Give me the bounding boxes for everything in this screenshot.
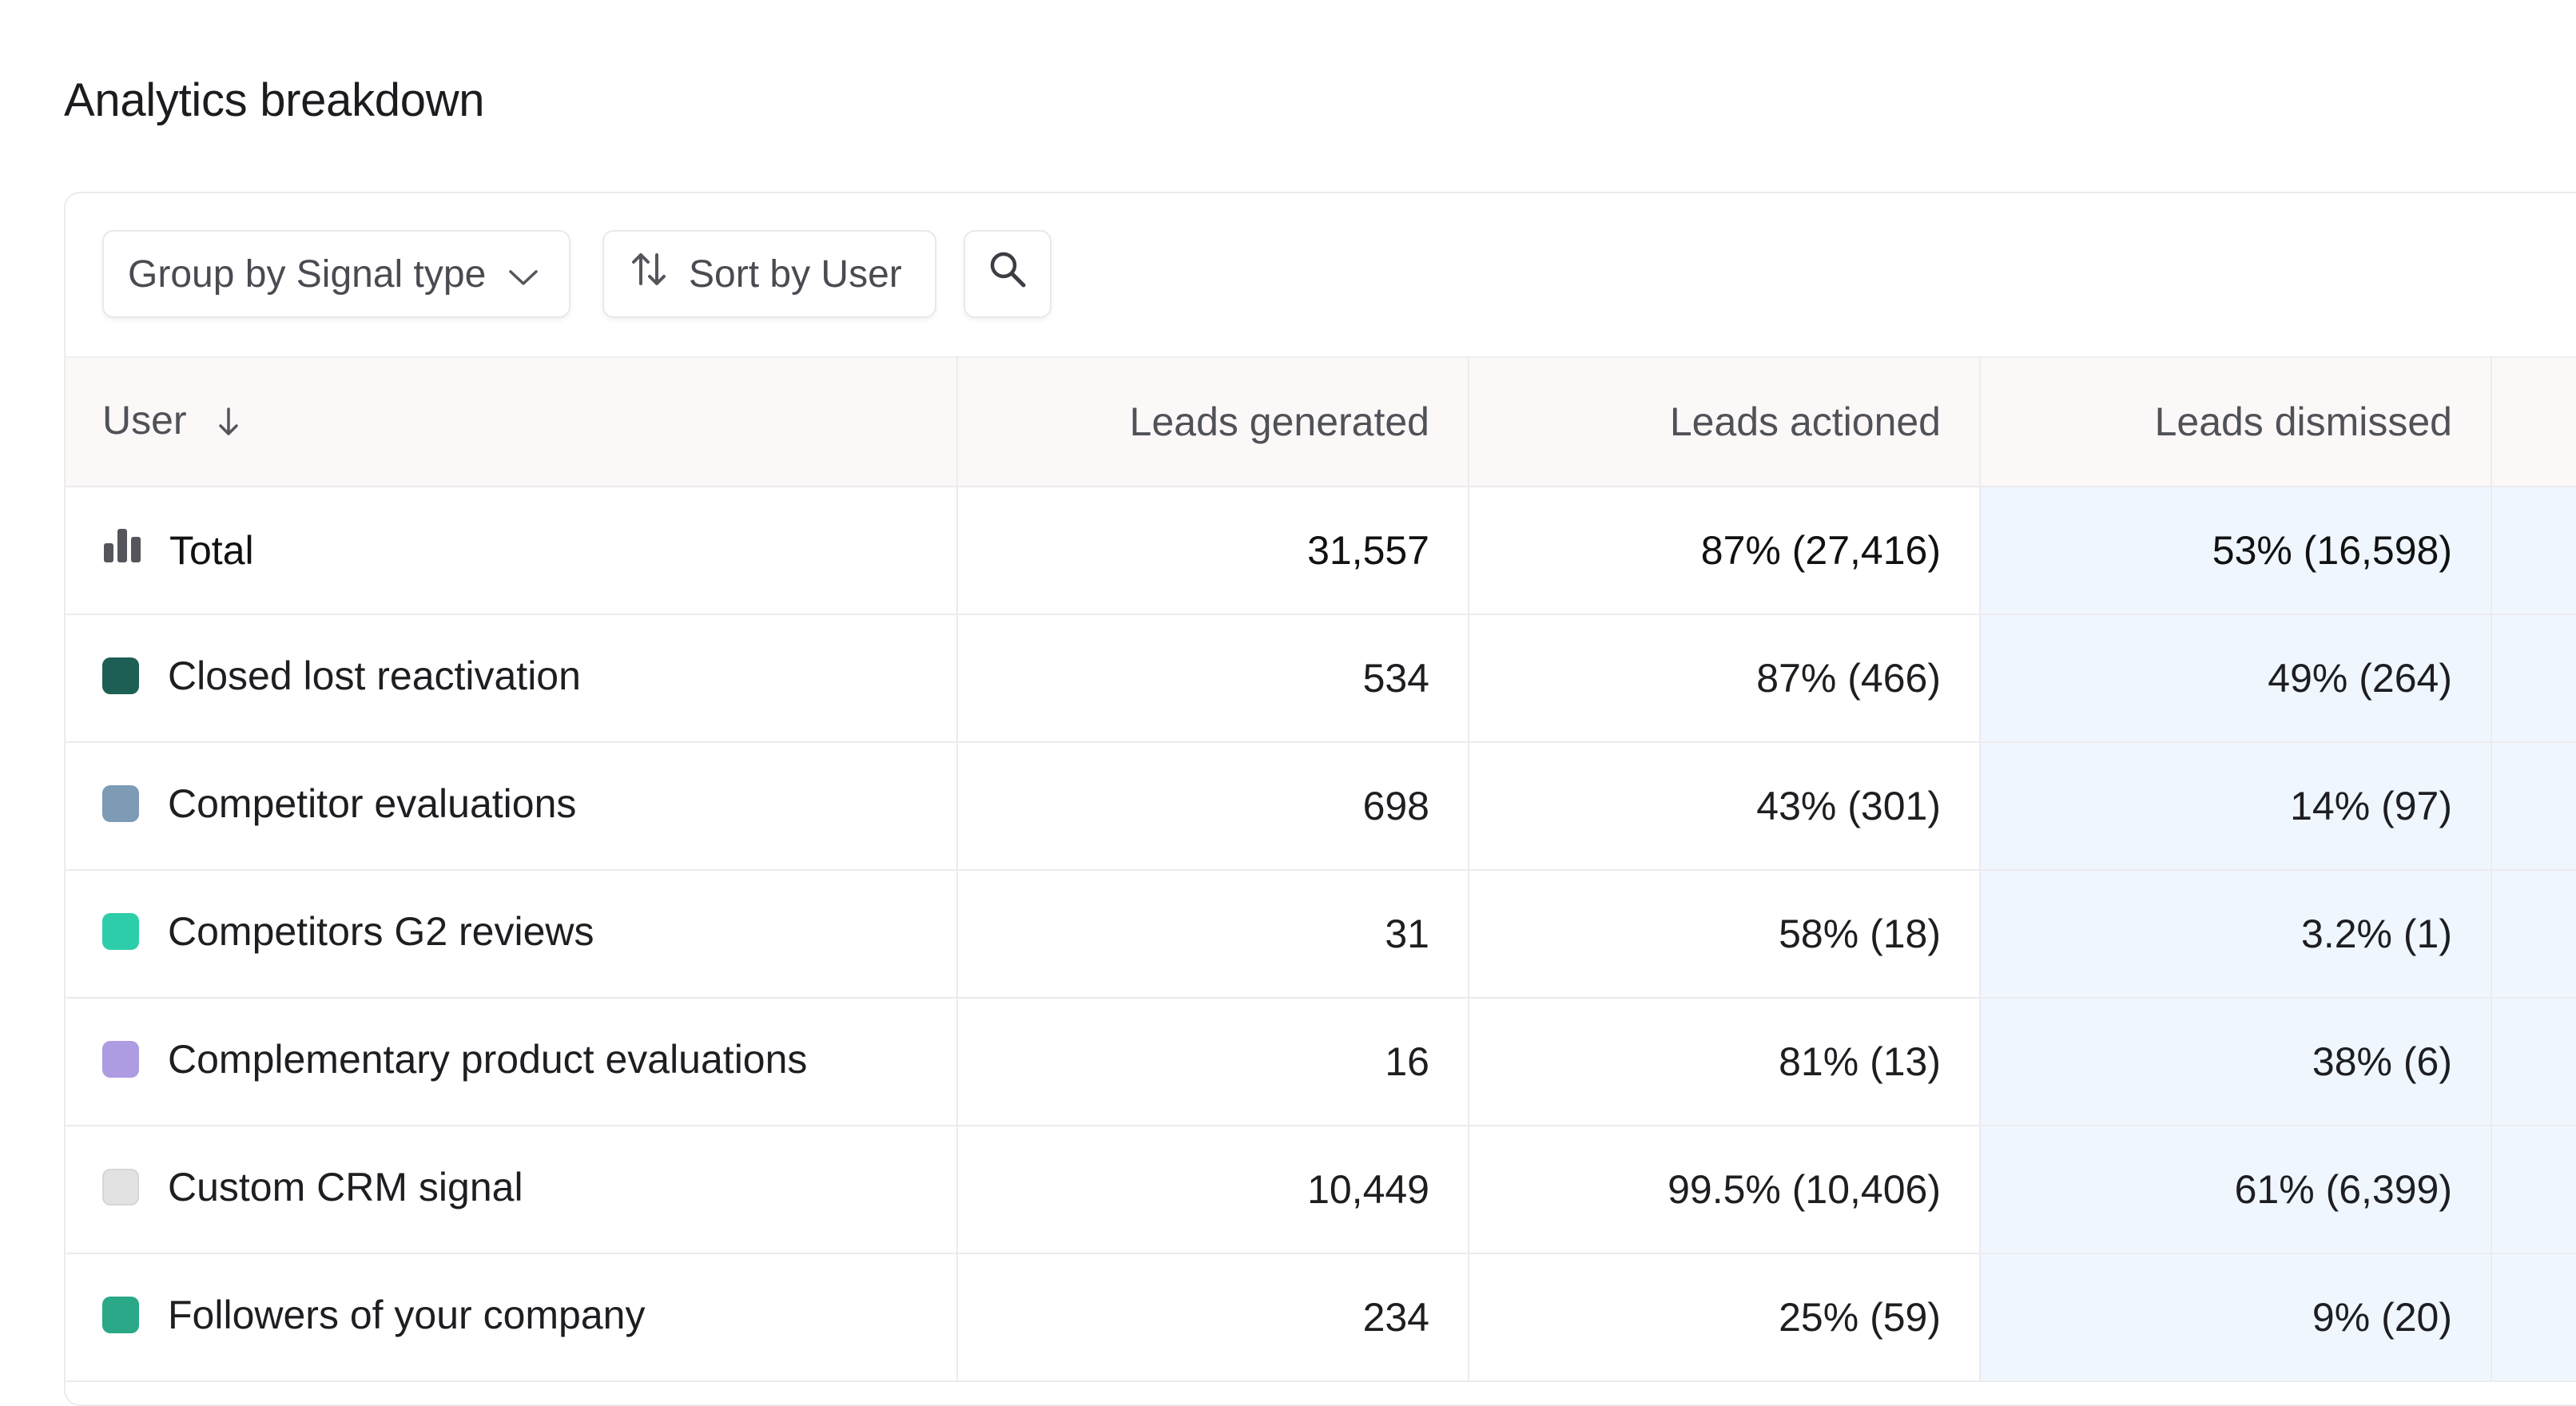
table-row[interactable]: Competitor evaluations 698 43% (301) 14% (9…: [66, 742, 2576, 871]
leads-generated-cell: 31: [957, 870, 1469, 999]
leads-generated-cell: 698: [957, 742, 1469, 871]
leads-dismissed-cell: 61% (6,399): [1980, 1126, 2492, 1254]
leads-actioned-cell: 81% (13): [1469, 998, 1981, 1126]
column-header-leads-generated[interactable]: Leads generated: [957, 356, 1469, 487]
table-row[interactable]: Complementary product evaluations 16 81% (…: [66, 998, 2576, 1126]
extra-cell: [2491, 998, 2576, 1126]
signal-type-label: Followers of your company: [168, 1293, 646, 1337]
total-leads-dismissed: 53% (16,598): [1980, 487, 2492, 615]
sort-by-label: Sort by User: [689, 252, 902, 296]
signal-type-label: Custom CRM signal: [168, 1165, 523, 1209]
leads-dismissed-cell: 14% (97): [1980, 742, 2492, 871]
extra-cell: [2491, 742, 2576, 871]
leads-generated-cell: 10,449: [957, 1126, 1469, 1254]
bar-chart-icon: [102, 527, 142, 574]
column-header-leads-actioned[interactable]: Leads actioned: [1469, 356, 1981, 487]
leads-generated-cell: 234: [957, 1253, 1469, 1382]
table-row[interactable]: Competitors G2 reviews 31 58% (18) 3.2% (1): [66, 870, 2576, 999]
leads-dismissed-cell: 9% (20): [1980, 1253, 2492, 1382]
signal-color-swatch: [102, 1169, 139, 1205]
signal-color-swatch: [102, 785, 139, 822]
signal-color-swatch: [102, 1041, 139, 1078]
leads-dismissed-cell: 3.2% (1): [1980, 870, 2492, 999]
toolbar: Group by Signal type Sort by User: [66, 193, 2576, 356]
leads-actioned-cell: 43% (301): [1469, 742, 1981, 871]
leads-dismissed-cell: 49% (264): [1980, 614, 2492, 743]
signal-color-swatch: [102, 913, 139, 950]
sort-arrows-icon: [631, 252, 666, 296]
total-leads-generated: 31,557: [957, 487, 1469, 615]
leads-generated-cell: 16: [957, 998, 1469, 1126]
table-row[interactable]: Custom CRM signal 10,449 99.5% (10,406) 61%…: [66, 1126, 2576, 1254]
total-row: Total 31,557 87% (27,416) 53% (16,598): [66, 487, 2576, 615]
signal-type-label: Competitors G2 reviews: [168, 909, 594, 954]
signal-type-label: Closed lost reactivation: [168, 653, 581, 698]
total-leads-actioned: 87% (27,416): [1469, 487, 1981, 615]
leads-actioned-cell: 99.5% (10,406): [1469, 1126, 1981, 1254]
leads-actioned-cell: 87% (466): [1469, 614, 1981, 743]
search-button[interactable]: [964, 230, 1051, 318]
column-header-user[interactable]: User: [66, 356, 958, 487]
analytics-panel: Group by Signal type Sort by User: [64, 192, 2576, 1406]
arrow-down-icon: [217, 400, 241, 447]
analytics-table: User Leads generated Leads actioned Lead…: [66, 356, 2576, 1382]
chevron-down-icon: [508, 252, 539, 296]
table-header-row: User Leads generated Leads actioned Lead…: [66, 356, 2576, 487]
page-title: Analytics breakdown: [64, 74, 485, 126]
search-icon: [987, 248, 1028, 300]
leads-actioned-cell: 58% (18): [1469, 870, 1981, 999]
table-row[interactable]: Followers of your company 234 25% (59) 9% (…: [66, 1253, 2576, 1382]
leads-generated-cell: 534: [957, 614, 1469, 743]
leads-dismissed-cell: 38% (6): [1980, 998, 2492, 1126]
signal-type-label: Competitor evaluations: [168, 781, 577, 826]
extra-cell: [2491, 1253, 2576, 1382]
column-header-leads-dismissed[interactable]: Leads dismissed: [1980, 356, 2492, 487]
extra-cell: [2491, 614, 2576, 743]
group-by-label: Group by Signal type: [128, 252, 487, 296]
table-row[interactable]: Closed lost reactivation 534 87% (466) 49% …: [66, 614, 2576, 743]
group-by-dropdown[interactable]: Group by Signal type: [102, 230, 570, 318]
total-label: Total: [169, 528, 254, 573]
signal-color-swatch: [102, 657, 139, 694]
total-extra-cell: [2491, 487, 2576, 615]
extra-cell: [2491, 1126, 2576, 1254]
signal-type-label: Complementary product evaluations: [168, 1037, 808, 1082]
sort-by-button[interactable]: Sort by User: [602, 230, 936, 318]
extra-cell: [2491, 870, 2576, 999]
column-header-more[interactable]: [2491, 356, 2576, 487]
signal-color-swatch: [102, 1297, 139, 1333]
leads-actioned-cell: 25% (59): [1469, 1253, 1981, 1382]
